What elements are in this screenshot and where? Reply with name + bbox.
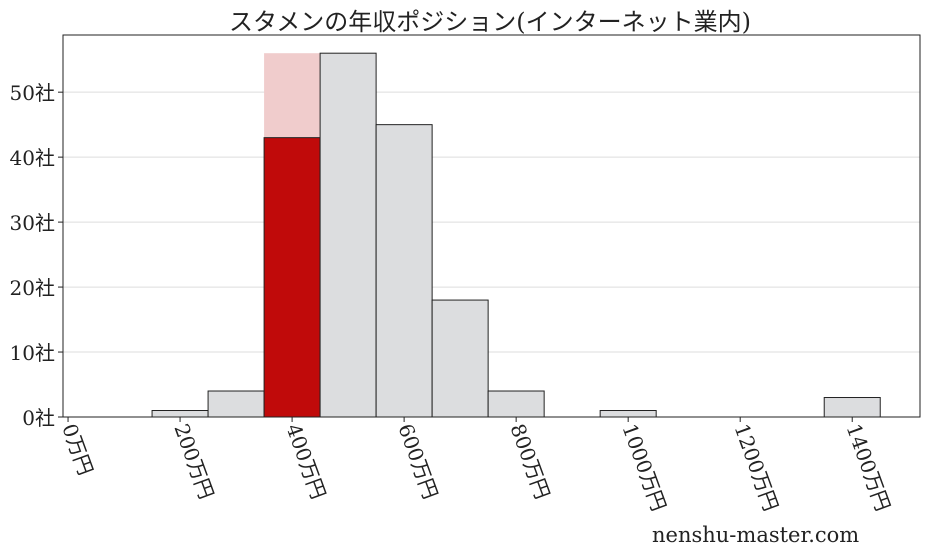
y-tick-label: 10社 [10,341,55,365]
y-tick-label: 20社 [10,276,55,300]
x-tick-label: 200万円 [169,421,218,503]
plot-frame [62,34,921,418]
x-tick-label: 0万円 [57,421,98,479]
bar [375,124,433,418]
y-tick-label: 0社 [22,406,55,430]
bar [319,52,377,418]
chart-title: スタメンの年収ポジション(インターネット業内) [228,8,751,36]
y-tick-label: 40社 [10,146,55,170]
bar [431,299,489,418]
bar [599,410,657,418]
y-tick-label: 50社 [10,81,55,105]
x-tick-label: 1200万円 [729,421,783,515]
highlight-bar [263,137,321,418]
bar [487,390,545,418]
bar [151,410,209,418]
y-tick-label: 30社 [10,211,55,235]
x-tick-label: 1400万円 [842,421,896,515]
x-tick-label: 1000万円 [617,421,671,515]
watermark: nenshu-master.com [652,523,860,547]
x-tick-label: 400万円 [281,421,330,503]
x-tick-label: 600万円 [393,421,442,503]
bar [823,397,881,418]
x-tick-label: 800万円 [505,421,554,503]
bar [207,390,265,418]
